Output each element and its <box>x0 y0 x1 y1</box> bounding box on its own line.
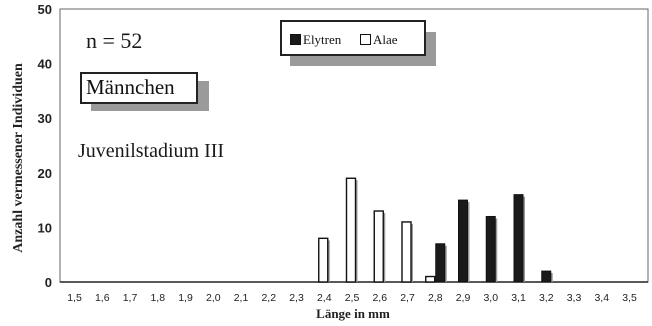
y-tick-label: 50 <box>38 2 52 17</box>
x-tick-labels: 1,5 1,6 1,7 1,8 1,9 2,0 2,1 2,2 2,3 2,4 2,5 2,6 2,7 2… <box>67 292 637 304</box>
x-tick-label: 2,1 <box>234 292 249 304</box>
y-tick-label: 30 <box>38 111 52 126</box>
bar-alae <box>318 237 329 283</box>
y-tick-label: 0 <box>45 275 52 290</box>
x-tick-label: 3,3 <box>567 292 582 304</box>
bar-elytren <box>435 243 446 283</box>
x-tick-label: 1,8 <box>150 292 165 304</box>
bar-alae <box>345 177 357 283</box>
x-axis-label: Länge in mm <box>316 306 390 321</box>
y-tick-label: 20 <box>38 166 52 181</box>
x-tick-label: 3,4 <box>594 292 609 304</box>
x-tick-label: 2,8 <box>428 292 443 304</box>
stage-label: Juvenilstadium III <box>78 140 225 162</box>
legend: Elytren Alae <box>280 20 436 66</box>
sex-label-box: Männchen <box>80 72 209 111</box>
x-tick-label: 3,5 <box>622 292 637 304</box>
bar-alae <box>373 210 384 283</box>
legend-item-elytren: Elytren <box>290 32 341 48</box>
x-tick-label: 3,0 <box>483 292 498 304</box>
y-axis-label: Anzahl vermessener Individuen <box>11 63 26 253</box>
y-tick-label: 10 <box>38 220 52 235</box>
x-tick-label: 2,3 <box>289 292 304 304</box>
x-tick-label: 2,7 <box>400 292 415 304</box>
bar-alae <box>401 221 412 283</box>
x-tick-label: 2,6 <box>372 292 387 304</box>
x-tick-label: 2,0 <box>206 292 221 304</box>
sex-label: Männchen <box>86 75 175 99</box>
bar-alae <box>425 275 436 283</box>
sample-size-label: n = 52 <box>86 28 143 53</box>
legend-label-elytren: Elytren <box>303 32 342 47</box>
legend-label-alae: Alae <box>373 32 398 47</box>
legend-frame: Elytren Alae <box>280 20 426 56</box>
x-tick-label: 1,5 <box>67 292 82 304</box>
x-tick-label: 1,7 <box>123 292 138 304</box>
bar-elytren <box>541 270 552 283</box>
sex-label-frame: Männchen <box>80 72 198 104</box>
x-tick-label: 1,6 <box>95 292 110 304</box>
x-tick-label: 1,9 <box>178 292 193 304</box>
x-tick-label: 2,5 <box>345 292 360 304</box>
y-tick-label: 40 <box>38 57 52 72</box>
legend-item-alae: Alae <box>360 32 398 48</box>
legend-swatch-alae <box>360 34 371 45</box>
x-tick-label: 3,2 <box>539 292 554 304</box>
x-tick-label: 2,9 <box>456 292 471 304</box>
x-tick-label: 2,2 <box>261 292 276 304</box>
bars <box>318 177 553 283</box>
x-tick-label: 3,1 <box>511 292 526 304</box>
x-tick-label: 2,4 <box>317 292 332 304</box>
bar-elytren <box>513 194 524 283</box>
y-tick-labels: 0 10 20 30 40 50 <box>38 2 52 290</box>
bar-elytren <box>485 215 496 283</box>
bar-elytren <box>458 199 468 283</box>
legend-swatch-elytren <box>290 34 301 45</box>
